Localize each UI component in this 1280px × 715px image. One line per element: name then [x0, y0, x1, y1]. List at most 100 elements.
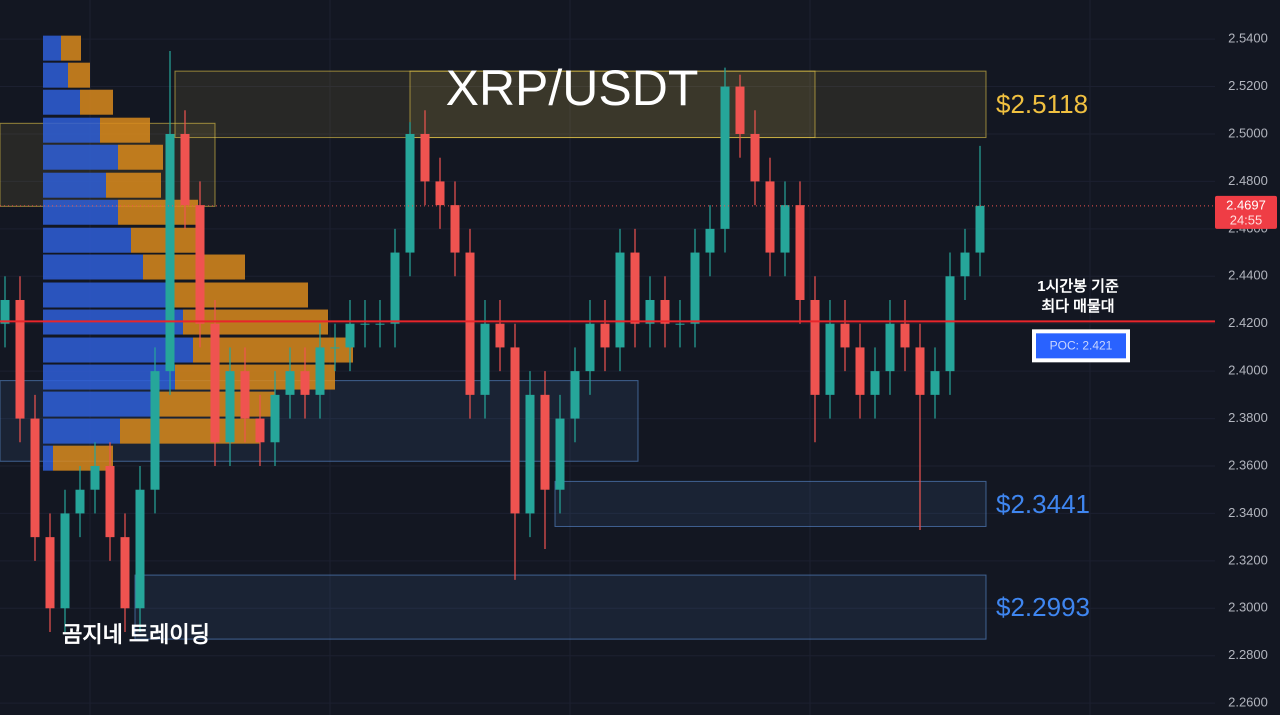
volume-profile-buy	[43, 117, 100, 143]
candle-body	[840, 323, 850, 348]
y-tick-label: 2.2600	[1228, 695, 1268, 710]
candle-body	[645, 299, 655, 324]
poc-label: POC: 2.421	[1050, 339, 1113, 353]
y-tick-label: 2.4400	[1228, 268, 1268, 283]
y-tick-label: 2.5200	[1228, 78, 1268, 93]
annotation-layer: 2.54002.52002.50002.48002.46002.44002.42…	[0, 31, 1277, 710]
candle-body	[450, 205, 460, 253]
candle-body	[750, 133, 760, 182]
candle-body	[420, 133, 430, 182]
zone-price-label: $2.5118	[996, 89, 1088, 119]
volume-profile-buy	[43, 391, 155, 417]
candle-body	[585, 323, 595, 372]
candle-body	[345, 323, 355, 348]
candle-body	[690, 252, 700, 324]
y-tick-label: 2.3000	[1228, 600, 1268, 615]
volume-profile-sell	[106, 172, 161, 198]
last-price-box	[1215, 195, 1277, 229]
candle-body	[975, 205, 985, 253]
countdown-label: 24:55	[1230, 212, 1263, 227]
volume-profile-buy	[43, 172, 106, 198]
volume-profile-buy	[43, 35, 61, 61]
candle-body	[210, 323, 220, 443]
y-tick-label: 2.3600	[1228, 457, 1268, 472]
candle-body	[435, 181, 445, 206]
candle-body	[300, 371, 310, 395]
candle-body	[45, 537, 55, 609]
candle-body	[360, 323, 370, 325]
volume-profile-buy	[43, 144, 118, 170]
candle-body	[165, 133, 175, 372]
candle-body	[795, 205, 805, 300]
candle-body	[555, 418, 565, 490]
candle-body	[465, 252, 475, 395]
poc-label-box	[1036, 333, 1126, 359]
candle-body	[225, 371, 235, 443]
candle-body	[375, 323, 385, 325]
candle-body	[930, 371, 940, 395]
zone-layer	[0, 70, 987, 640]
volume-profile-buy	[43, 254, 143, 280]
y-tick-label: 2.4800	[1228, 173, 1268, 188]
y-tick-label: 2.5400	[1228, 31, 1268, 46]
candle-body	[15, 299, 25, 419]
candle-body	[120, 537, 130, 609]
candle-body	[660, 299, 670, 324]
candle-body	[780, 205, 790, 253]
zone-price-label: $2.3441	[996, 489, 1090, 519]
grid-layer	[0, 38, 1215, 704]
volume-profile-sell	[53, 445, 113, 471]
watermark: 곰지네 트레이딩	[62, 622, 210, 647]
candle-body	[0, 299, 10, 324]
volume-profile-sell	[61, 35, 81, 61]
volume-profile-sell	[175, 364, 335, 390]
candle-body	[510, 347, 520, 514]
candle-body	[570, 371, 580, 419]
candle-body	[675, 323, 685, 325]
y-tick-label: 2.2800	[1228, 647, 1268, 662]
volume-profile-sell	[193, 337, 353, 363]
candle-body	[900, 323, 910, 348]
candle-body	[765, 181, 775, 253]
volume-profile-buy	[43, 282, 173, 308]
candle-body	[75, 489, 85, 514]
candle-body	[105, 465, 115, 538]
candle-body	[615, 252, 625, 348]
poc-note: 최다 매물대	[1041, 297, 1114, 315]
volume-profile-sell	[100, 117, 150, 143]
candle-layer	[0, 50, 985, 632]
candle-body	[495, 323, 505, 348]
y-tick-label: 2.3400	[1228, 505, 1268, 520]
candle-body	[405, 133, 415, 253]
candle-body	[540, 394, 550, 490]
candle-body	[240, 371, 250, 419]
candle-body	[150, 371, 160, 490]
candle-body	[705, 228, 715, 253]
candle-body	[525, 394, 535, 514]
volume-profile-buy	[43, 89, 80, 115]
candle-body	[825, 323, 835, 395]
chart-title: XRP/USDT	[446, 60, 699, 116]
volume-profile-sell	[173, 282, 308, 308]
zone	[174, 70, 987, 139]
candle-body	[255, 418, 265, 443]
poc-note: 1시간봉 기준	[1037, 278, 1119, 295]
zone-price-label: $2.2993	[996, 592, 1090, 622]
zone	[554, 480, 987, 527]
candle-body	[720, 86, 730, 229]
volume-profile-buy	[43, 445, 53, 471]
candle-body	[855, 347, 865, 395]
candle-body	[195, 205, 205, 324]
y-tick-label: 2.3200	[1228, 552, 1268, 567]
y-tick-label: 2.3800	[1228, 410, 1268, 425]
zone	[134, 574, 987, 640]
candle-body	[315, 347, 325, 395]
candle-body	[330, 347, 340, 349]
y-tick-label: 2.4000	[1228, 363, 1268, 378]
last-price-label: 2.4697	[1226, 197, 1266, 212]
candle-body	[810, 299, 820, 395]
candle-body	[960, 252, 970, 277]
candle-body	[285, 371, 295, 395]
candle-body	[270, 394, 280, 443]
